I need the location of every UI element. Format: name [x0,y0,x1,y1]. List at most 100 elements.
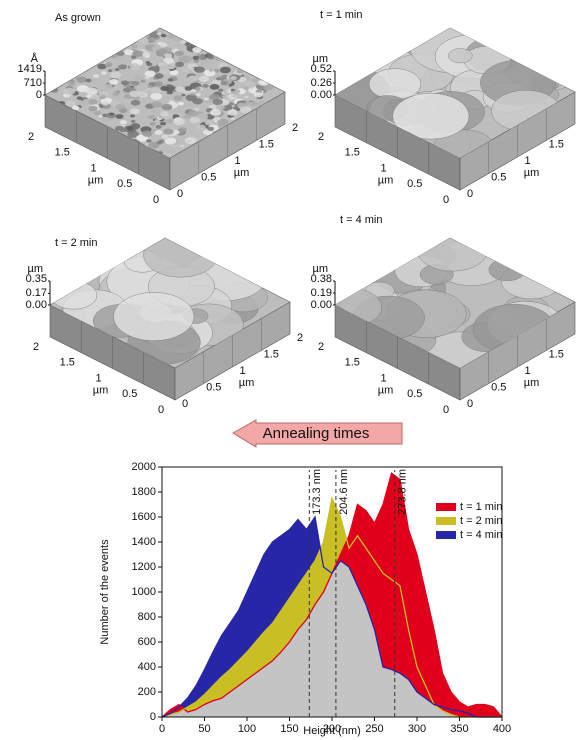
surface-feature [156,141,162,145]
surface-feature [161,34,166,37]
surface-feature [190,93,194,96]
right-unit: µm [239,377,255,389]
surface-feature [166,119,174,124]
surface-feature [191,89,196,92]
surface-feature [107,64,111,67]
surface-feature [63,88,75,95]
y-tick-label: 400 [138,661,156,673]
right-tick-label: 1 [239,365,245,377]
surface-feature [157,32,162,35]
x-tick-label: 300 [408,723,426,735]
left-tick-label: 2 [318,341,324,353]
right-tick-label: 0 [182,398,188,410]
arrow-label: Annealing times [263,425,370,442]
surface-feature [115,126,124,131]
surface-feature [198,56,204,59]
surface-feature [88,99,97,105]
surface-feature [129,90,140,97]
surface-feature [220,81,228,86]
surface-feature [220,67,231,74]
surface-feature [173,118,185,125]
surface-feature [146,139,152,142]
surface-feature [145,112,152,116]
z-tick-label: 0.00 [26,299,47,311]
x-tick-label: 0 [159,723,165,735]
surface-feature [130,115,135,118]
surface-feature [188,110,199,116]
surface-feature [129,63,140,70]
x-tick-label: 100 [238,723,256,735]
left-tick-label: 2 [33,341,39,353]
afm-panel: t = 1 minµm0.520.260.0021.510.50µm00.511… [311,9,579,206]
left-unit: µm [378,174,394,186]
surface-feature [121,80,129,85]
surface-feature [99,105,103,107]
surface-feature [113,92,120,96]
surface-feature [142,52,150,57]
surface-feature [115,68,120,71]
surface-feature [108,69,112,72]
surface-feature [145,76,150,79]
afm-panel: t = 2 minµm0.350.170.0021.510.50µm00.511… [26,233,303,416]
surface-feature [65,101,75,107]
surface-feature [175,51,184,57]
x-tick-label: 350 [450,723,468,735]
surface-feature [222,95,227,98]
y-tick-label: 1000 [132,586,156,598]
surface-feature [417,229,488,271]
surface-feature [164,53,173,58]
surface-feature [127,127,133,131]
surface-feature [254,92,263,97]
surface-feature [150,122,156,126]
surface-feature [181,94,185,96]
surface-feature [160,122,166,126]
panel-title: t = 2 min [55,237,98,249]
left-tick-label: 0 [158,404,164,416]
surface-feature [101,71,107,75]
surface-feature [231,117,236,120]
surface-feature [196,93,200,96]
x-tick-label: 50 [198,723,210,735]
left-tick-label: 2 [318,131,324,143]
x-tick-label: 250 [365,723,383,735]
left-unit: µm [378,384,394,396]
surface-feature [187,78,193,82]
surface-feature [99,95,106,99]
left-unit: µm [88,174,104,186]
x-tick-label: 400 [493,723,511,735]
surface-feature [216,77,221,80]
surface-feature [124,49,134,55]
surface-feature [244,96,249,99]
z-tick-label: 0.26 [311,77,332,89]
surface-feature [143,233,217,278]
annotation-label: 273.8 nm [397,469,409,515]
surface-feature [132,81,140,86]
figure: Annealing times As grownÅ1419710021.510.… [0,0,579,740]
z-tick-label: 0.35 [26,273,47,285]
y-tick-label: 200 [138,686,156,698]
surface-feature [131,100,141,106]
right-tick-label: 1.5 [549,348,564,360]
right-tick-label: 0.5 [206,381,221,393]
right-tick-label: 1.5 [264,348,279,360]
left-tick-label: 1 [90,162,96,174]
surface-feature [54,93,59,96]
surface-feature [244,102,253,107]
left-tick-label: 1 [380,372,386,384]
left-tick-label: 0.5 [117,178,132,190]
right-unit: µm [234,167,250,179]
surface-feature [89,106,98,111]
left-tick-label: 1.5 [345,147,360,159]
surface-feature [50,281,97,309]
surface-feature [115,104,125,110]
surface-feature [116,51,124,56]
surface-feature [142,130,153,136]
surface-feature [231,89,235,92]
right-tick-label: 2 [292,122,298,134]
right-tick-label: 0.5 [201,171,216,183]
surface-feature [160,86,169,91]
surface-feature [203,84,209,88]
y-axis-label: Number of the events [99,539,111,645]
surface-feature [154,73,163,79]
y-tick-label: 1200 [132,561,156,573]
